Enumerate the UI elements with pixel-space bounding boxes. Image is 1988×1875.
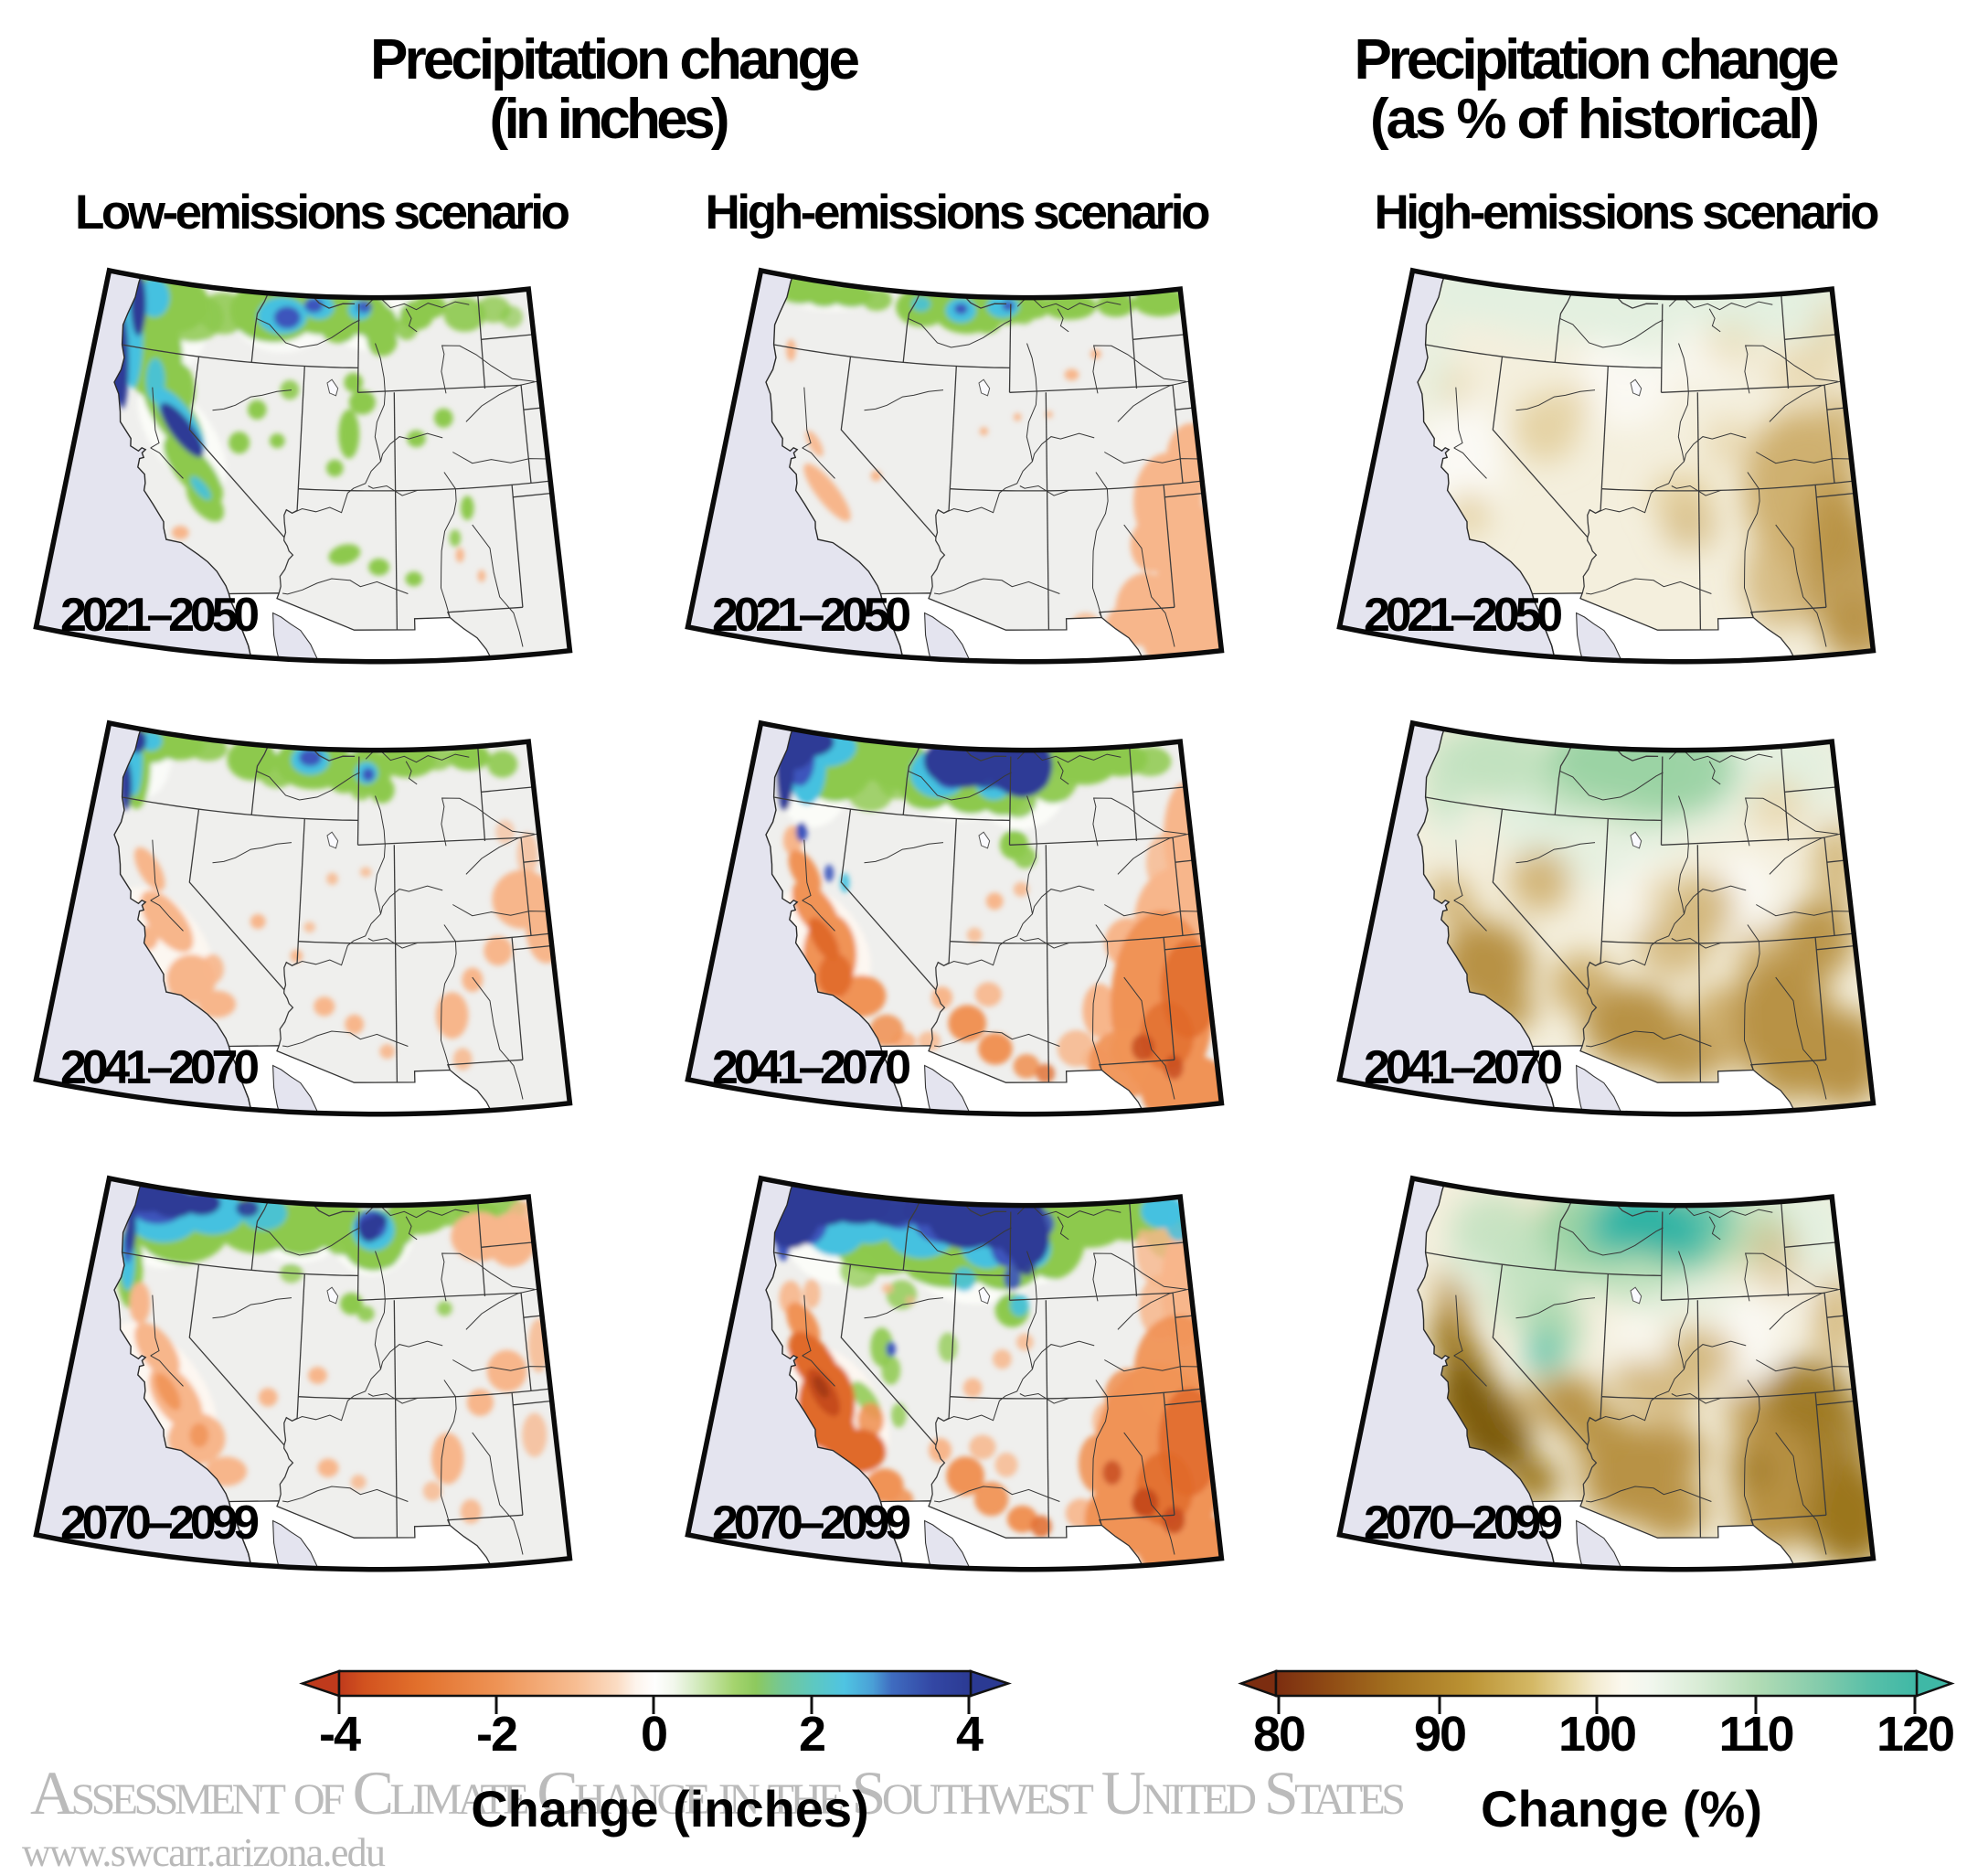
- svg-text:Precipitation change: Precipitation change: [370, 28, 860, 91]
- svg-text:4: 4: [956, 1707, 983, 1762]
- svg-text:2021–2050: 2021–2050: [712, 589, 911, 642]
- svg-text:80: 80: [1253, 1707, 1304, 1762]
- svg-text:2041–2070: 2041–2070: [712, 1041, 911, 1094]
- svg-text:(as % of historical): (as % of historical): [1370, 88, 1820, 151]
- svg-text:High-emissions scenario: High-emissions scenario: [706, 186, 1211, 240]
- svg-text:2070–2099: 2070–2099: [1364, 1497, 1563, 1550]
- svg-text:2: 2: [799, 1707, 824, 1762]
- svg-text:2021–2050: 2021–2050: [1364, 589, 1563, 642]
- svg-text:Change (inches): Change (inches): [471, 1780, 869, 1838]
- svg-text:High-emissions scenario: High-emissions scenario: [1375, 186, 1880, 240]
- svg-text:2021–2050: 2021–2050: [60, 589, 260, 642]
- svg-text:Precipitation change: Precipitation change: [1355, 28, 1840, 91]
- svg-text:-2: -2: [476, 1707, 516, 1762]
- svg-text:(in inches): (in inches): [490, 88, 730, 151]
- svg-text:120: 120: [1876, 1707, 1953, 1762]
- svg-text:100: 100: [1558, 1707, 1635, 1762]
- svg-text:0: 0: [641, 1707, 666, 1762]
- svg-text:2041–2070: 2041–2070: [1364, 1041, 1563, 1094]
- svg-text:Change (%): Change (%): [1481, 1780, 1762, 1838]
- svg-text:110: 110: [1718, 1707, 1792, 1762]
- svg-text:2041–2070: 2041–2070: [60, 1041, 260, 1094]
- svg-text:www.swcarr.arizona.edu: www.swcarr.arizona.edu: [22, 1830, 386, 1875]
- svg-text:90: 90: [1414, 1707, 1465, 1762]
- svg-text:2070–2099: 2070–2099: [712, 1497, 911, 1550]
- svg-text:Assessment of Climate Change i: Assessment of Climate Change in the Sout…: [30, 1758, 1406, 1827]
- svg-text:2070–2099: 2070–2099: [60, 1497, 260, 1550]
- svg-text:Low-emissions scenario: Low-emissions scenario: [75, 186, 570, 240]
- svg-text:-4: -4: [319, 1707, 361, 1762]
